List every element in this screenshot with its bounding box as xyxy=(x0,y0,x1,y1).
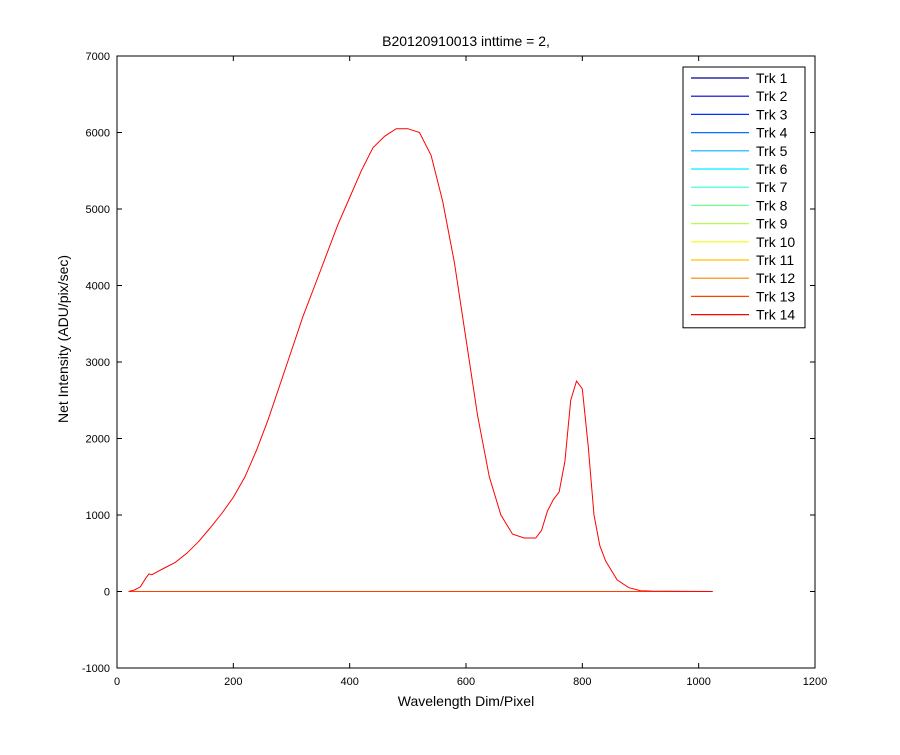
x-tick-label: 200 xyxy=(224,676,242,688)
legend-label: Trk 7 xyxy=(756,179,788,195)
legend-label: Trk 5 xyxy=(756,143,788,159)
x-tick-label: 400 xyxy=(340,676,358,688)
y-tick-label: 5000 xyxy=(86,204,110,216)
legend-label: Trk 12 xyxy=(756,270,795,286)
series-line-trk-14 xyxy=(128,128,713,592)
x-tick-label: 1000 xyxy=(686,676,710,688)
legend-box xyxy=(682,66,806,329)
y-tick-label: 2000 xyxy=(86,434,110,446)
legend-label: Trk 4 xyxy=(756,125,788,141)
x-tick-label: 1200 xyxy=(803,676,827,688)
legend-label: Trk 10 xyxy=(756,234,795,250)
legend-label: Trk 8 xyxy=(756,197,788,213)
legend-label: Trk 3 xyxy=(756,106,788,122)
legend-label: Trk 9 xyxy=(756,216,788,232)
legend-label: Trk 14 xyxy=(756,307,795,323)
y-tick-label: -1000 xyxy=(82,663,110,675)
legend: Trk 1 Trk 2 Trk 3 Trk 4 Trk 5 Trk 6 Trk 7 Trk 8… xyxy=(682,66,806,329)
y-tick-label: 0 xyxy=(104,587,110,599)
chart-title: B20120910013 inttime = 2, xyxy=(382,33,550,49)
legend-label: Trk 11 xyxy=(756,252,794,268)
y-tick-label: 6000 xyxy=(86,128,110,140)
y-tick-label: 3000 xyxy=(86,357,110,369)
legend-label: Trk 1 xyxy=(756,70,788,86)
y-tick-label: 1000 xyxy=(86,510,110,522)
x-tick-label: 800 xyxy=(573,676,591,688)
y-axis-label: Net Intensity (ADU/pix/sec) xyxy=(55,255,71,423)
legend-label: Trk 2 xyxy=(756,88,788,104)
x-axis-label: Wavelength Dim/Pixel xyxy=(398,693,534,709)
legend-label: Trk 13 xyxy=(756,288,795,304)
legend-label: Trk 6 xyxy=(756,161,788,177)
y-tick-label: 7000 xyxy=(86,51,110,63)
x-tick-label: 0 xyxy=(114,676,120,688)
y-tick-label: 4000 xyxy=(86,281,110,293)
x-tick-label: 600 xyxy=(457,676,475,688)
